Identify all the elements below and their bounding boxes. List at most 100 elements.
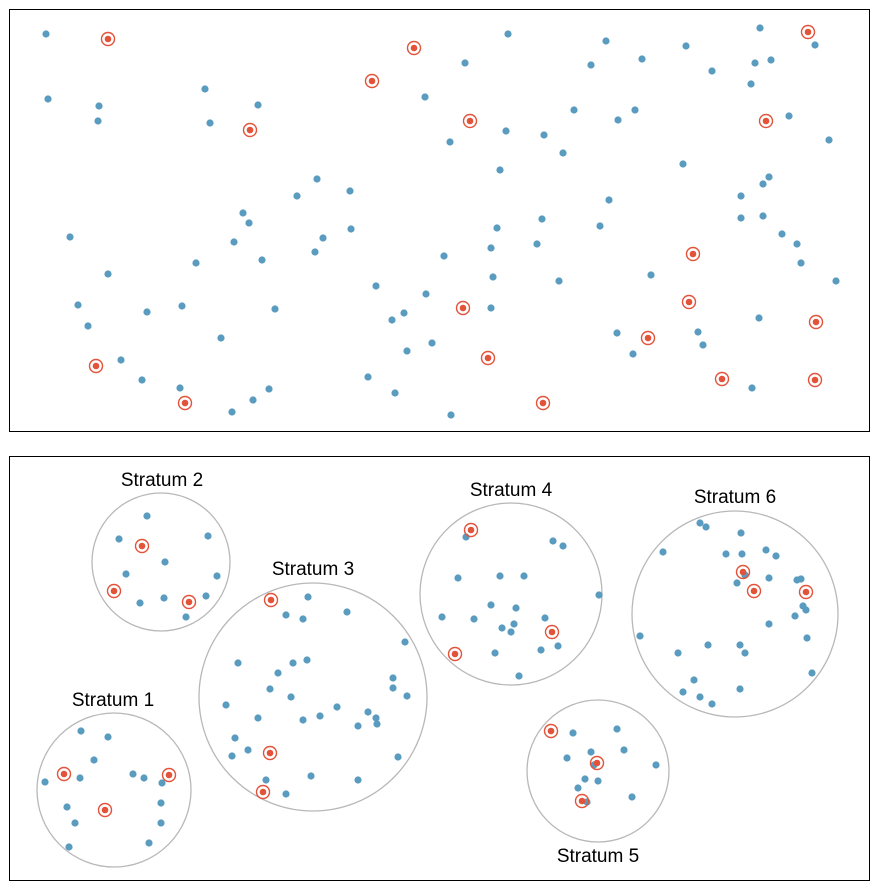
population-point bbox=[245, 219, 253, 227]
population-point bbox=[785, 112, 793, 120]
population-point bbox=[708, 700, 716, 708]
sampled-ring bbox=[535, 395, 551, 411]
population-point bbox=[66, 233, 74, 241]
population-point bbox=[282, 611, 290, 619]
population-point bbox=[230, 238, 238, 246]
population-point bbox=[447, 411, 455, 419]
population-point bbox=[438, 613, 446, 621]
population-point bbox=[613, 329, 621, 337]
sampled-point bbox=[689, 250, 697, 258]
population-point bbox=[679, 160, 687, 168]
stratum-5-label: Stratum 5 bbox=[557, 846, 639, 867]
population-point bbox=[762, 546, 770, 554]
population-point bbox=[487, 601, 495, 609]
population-point bbox=[354, 722, 362, 730]
population-point bbox=[696, 693, 704, 701]
sampled-ring bbox=[543, 723, 559, 739]
sampled-point bbox=[466, 117, 474, 125]
stratum-6-boundary bbox=[631, 510, 839, 718]
population-point bbox=[234, 659, 242, 667]
population-point bbox=[563, 754, 571, 762]
population-point bbox=[138, 376, 146, 384]
sampled-ring bbox=[640, 330, 656, 346]
population-point bbox=[682, 42, 690, 50]
population-point bbox=[421, 93, 429, 101]
population-point bbox=[228, 752, 236, 760]
population-point bbox=[129, 770, 137, 778]
sampled-ring bbox=[406, 40, 422, 56]
population-point bbox=[605, 196, 613, 204]
sampled-point bbox=[750, 587, 758, 595]
sampled-point bbox=[410, 44, 418, 52]
sampled-point bbox=[762, 117, 770, 125]
population-point bbox=[206, 119, 214, 127]
population-point bbox=[311, 248, 319, 256]
population-point bbox=[538, 215, 546, 223]
top-points bbox=[42, 24, 840, 419]
stratum-2-label: Stratum 2 bbox=[121, 470, 203, 491]
sampled-point bbox=[110, 587, 118, 595]
population-point bbox=[541, 614, 549, 622]
population-point bbox=[802, 606, 810, 614]
population-point bbox=[454, 574, 462, 582]
population-point bbox=[354, 776, 362, 784]
population-point bbox=[104, 733, 112, 741]
sampled-ring bbox=[462, 113, 478, 129]
population-point bbox=[811, 41, 819, 49]
population-point bbox=[145, 839, 153, 847]
sampled-point bbox=[804, 28, 812, 36]
sampled-point bbox=[811, 376, 819, 384]
sampled-ring bbox=[106, 583, 122, 599]
sampled-ring bbox=[714, 371, 730, 387]
sampled-point bbox=[266, 749, 274, 757]
population-point bbox=[614, 116, 622, 124]
population-point bbox=[767, 56, 775, 64]
population-point bbox=[751, 59, 759, 67]
sampled-ring bbox=[181, 594, 197, 610]
population-point bbox=[587, 748, 595, 756]
population-point bbox=[76, 774, 84, 782]
population-point bbox=[797, 575, 805, 583]
population-point bbox=[239, 209, 247, 217]
sampled-point bbox=[593, 759, 601, 767]
population-point bbox=[679, 688, 687, 696]
sampled-point bbox=[138, 542, 146, 550]
sampled-ring bbox=[574, 793, 590, 809]
population-point bbox=[502, 127, 510, 135]
population-point bbox=[559, 542, 567, 550]
population-point bbox=[192, 259, 200, 267]
sampled-ring bbox=[463, 522, 479, 538]
population-point bbox=[161, 558, 169, 566]
sampled-point bbox=[267, 596, 275, 604]
population-point bbox=[737, 529, 745, 537]
population-point bbox=[741, 649, 749, 657]
population-point bbox=[755, 314, 763, 322]
population-point bbox=[333, 703, 341, 711]
sampled-point bbox=[92, 362, 100, 370]
bottom-points bbox=[41, 512, 816, 851]
sampled-point bbox=[718, 375, 726, 383]
population-point bbox=[400, 309, 408, 317]
population-point bbox=[613, 725, 621, 733]
population-point bbox=[160, 594, 168, 602]
population-point bbox=[254, 101, 262, 109]
population-point bbox=[765, 173, 773, 181]
population-point bbox=[554, 642, 562, 650]
population-point bbox=[491, 649, 499, 657]
population-point bbox=[94, 117, 102, 125]
population-point bbox=[722, 550, 730, 558]
sampled-ring bbox=[798, 584, 814, 600]
stratum-2-boundary bbox=[91, 492, 231, 632]
population-point bbox=[313, 175, 321, 183]
population-point bbox=[702, 523, 710, 531]
population-point bbox=[549, 537, 557, 545]
population-point bbox=[487, 304, 495, 312]
population-point bbox=[158, 779, 166, 787]
population-point bbox=[140, 774, 148, 782]
stratum-1-label: Stratum 1 bbox=[72, 690, 154, 711]
population-point bbox=[428, 339, 436, 347]
population-point bbox=[737, 214, 745, 222]
sampled-point bbox=[60, 770, 68, 778]
population-point bbox=[343, 608, 351, 616]
